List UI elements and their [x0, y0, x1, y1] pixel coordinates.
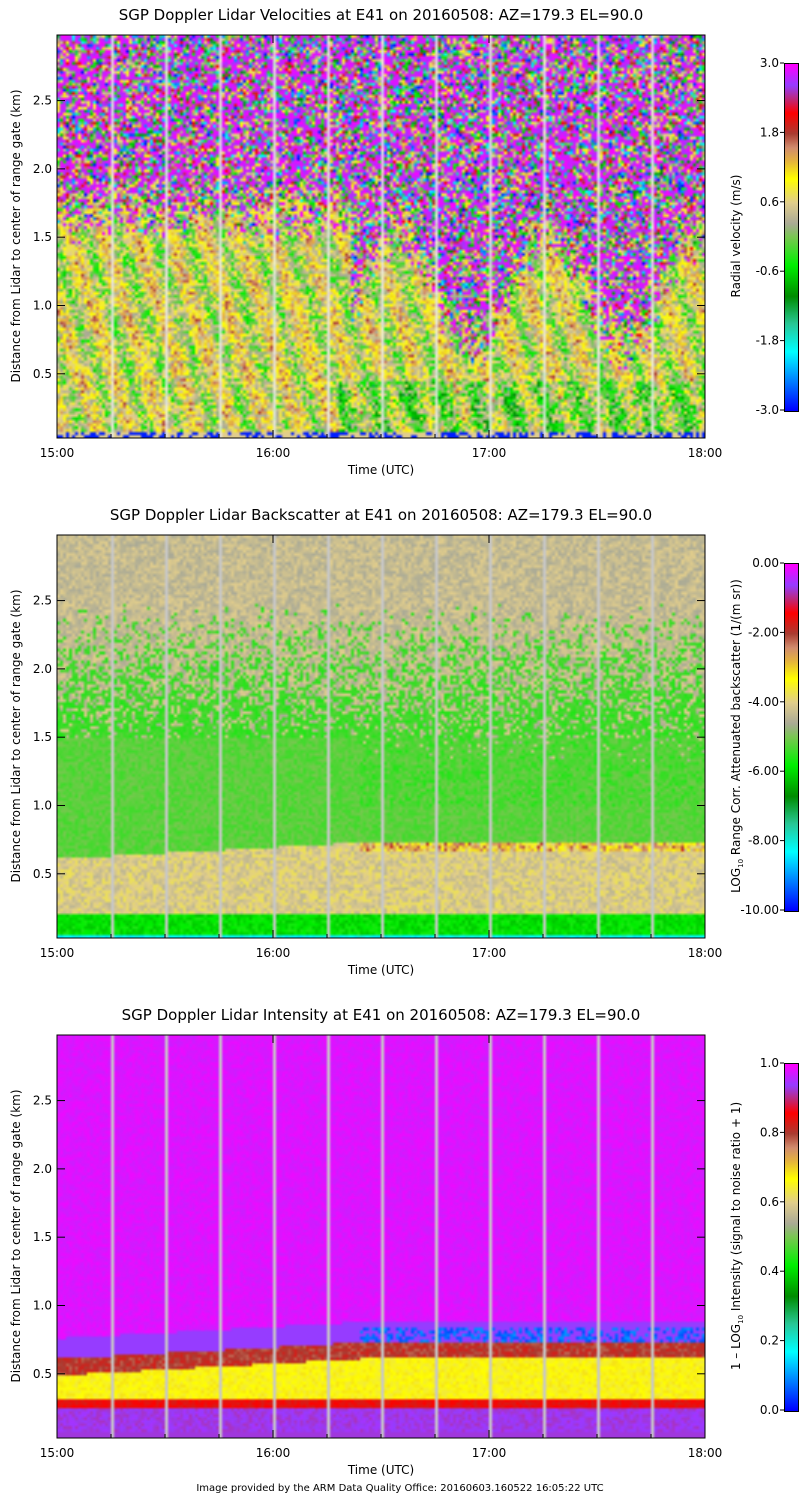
x-tick-label: 18:00	[688, 1446, 723, 1460]
x-tick-label: 16:00	[256, 446, 291, 460]
colorbar-tick-label: 1.0	[760, 1056, 779, 1070]
y-tick-label: 0.5	[33, 1367, 52, 1381]
colorbar	[784, 563, 799, 912]
colorbar-tick-label: -6.00	[748, 764, 779, 778]
y-tick-label: 1.0	[33, 798, 52, 812]
colorbar-tick-label: 0.6	[760, 195, 779, 209]
plot-frame	[56, 534, 706, 939]
x-tick-label: 15:00	[40, 946, 75, 960]
chart-title: SGP Doppler Lidar Intensity at E41 on 20…	[121, 1006, 641, 1024]
x-tick-label: 16:00	[256, 946, 291, 960]
y-tick-label: 2.0	[33, 1162, 52, 1176]
colorbar-tick-label: 0.6	[760, 1195, 779, 1209]
y-tick-label: 2.5	[33, 594, 52, 608]
heatmap-velocity	[57, 35, 705, 438]
colorbar-label: Radial velocity (m/s)	[729, 175, 743, 298]
x-axis-label: Time (UTC)	[347, 1463, 414, 1477]
y-axis-label: Distance from Lidar to center of range g…	[9, 89, 23, 382]
colorbar-tick-label: 0.0	[760, 1403, 779, 1417]
x-tick-label: 15:00	[40, 1446, 75, 1460]
colorbar-tick-label: -0.6	[756, 264, 779, 278]
colorbar-tick-label: -3.0	[756, 403, 779, 417]
x-tick-label: 18:00	[688, 446, 723, 460]
colorbar-label-subscript: 10	[737, 1315, 745, 1324]
footer-credit: Image provided by the ARM Data Quality O…	[196, 1483, 604, 1494]
plot-intensity: SGP Doppler Lidar Intensity at E41 on 20…	[0, 1000, 800, 1500]
y-tick-label: 1.5	[33, 730, 52, 744]
y-tick-label: 0.5	[33, 867, 52, 881]
heatmap-intensity	[57, 1035, 705, 1438]
y-tick-label: 2.0	[33, 662, 52, 676]
chart-title: SGP Doppler Lidar Velocities at E41 on 2…	[118, 6, 644, 24]
y-axis-label: Distance from Lidar to center of range g…	[9, 1089, 23, 1382]
x-tick-label: 16:00	[256, 1446, 291, 1460]
colorbar-label: LOG10 Range Corr. Attenuated backscatter…	[729, 579, 745, 893]
colorbar-label-part: LOG	[729, 868, 743, 893]
colorbar-tick-label: 0.8	[760, 1125, 779, 1139]
x-tick-label: 17:00	[472, 946, 507, 960]
heatmap-backscatter	[57, 535, 705, 938]
y-tick-label: 1.5	[33, 230, 52, 244]
colorbar-label: 1 – LOG10 Intensity (signal to noise rat…	[729, 1102, 745, 1370]
y-tick-label: 1.0	[33, 1298, 52, 1312]
y-tick-label: 2.0	[33, 162, 52, 176]
colorbar-tick-label: -8.00	[748, 834, 779, 848]
plot-frame	[56, 1034, 706, 1439]
colorbar-tick-label: 1.8	[760, 125, 779, 139]
colorbar-tick-label: 0.00	[752, 556, 779, 570]
colorbar-tick-label: 0.4	[760, 1264, 779, 1278]
colorbar-tick-label: -2.00	[748, 625, 779, 639]
colorbar-tick-label: -10.00	[740, 903, 779, 917]
colorbar-label-part: 1 – LOG	[729, 1324, 743, 1370]
y-axis-label: Distance from Lidar to center of range g…	[9, 589, 23, 882]
x-tick-label: 17:00	[472, 1446, 507, 1460]
x-tick-label: 17:00	[472, 446, 507, 460]
x-tick-label: 15:00	[40, 446, 75, 460]
x-tick-label: 18:00	[688, 946, 723, 960]
colorbar-tick-label: -4.00	[748, 695, 779, 709]
x-axis-label: Time (UTC)	[347, 963, 414, 977]
chart-title: SGP Doppler Lidar Backscatter at E41 on …	[109, 506, 653, 524]
colorbar-tick-label: 0.2	[760, 1334, 779, 1348]
plot-frame	[56, 34, 706, 439]
colorbar-label-subscript: 10	[737, 859, 745, 868]
colorbar-tick-label: 3.0	[760, 56, 779, 70]
y-tick-label: 2.5	[33, 94, 52, 108]
colorbar-tick-label: -1.8	[756, 334, 779, 348]
colorbar-label-part: Intensity (signal to noise ratio + 1)	[729, 1102, 743, 1315]
x-axis-label: Time (UTC)	[347, 463, 414, 477]
colorbar	[784, 1063, 799, 1412]
plot-backscatter: SGP Doppler Lidar Backscatter at E41 on …	[0, 500, 800, 1000]
y-tick-label: 1.5	[33, 1230, 52, 1244]
colorbar-label-part: Range Corr. Attenuated backscatter (1/(m…	[729, 579, 743, 859]
plot-velocity: SGP Doppler Lidar Velocities at E41 on 2…	[0, 0, 800, 500]
colorbar	[784, 63, 799, 412]
y-tick-label: 2.5	[33, 1094, 52, 1108]
y-tick-label: 1.0	[33, 298, 52, 312]
y-tick-label: 0.5	[33, 367, 52, 381]
